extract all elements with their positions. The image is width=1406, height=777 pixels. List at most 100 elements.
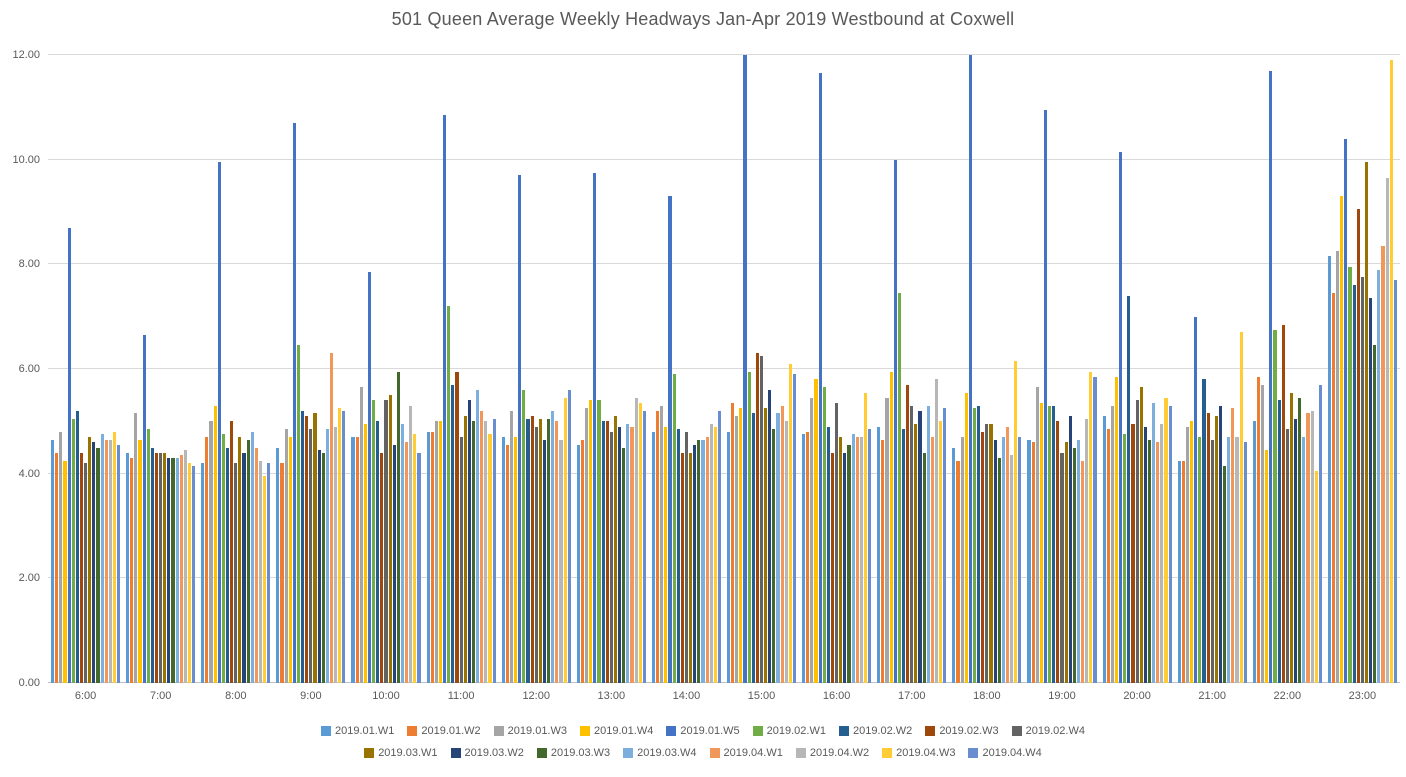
bar [522,389,526,683]
bar [1048,405,1052,683]
bar [863,392,868,683]
bar [985,423,989,683]
bar [1306,413,1310,683]
bar [868,429,872,683]
legend-swatch [580,726,590,736]
x-axis-label: 18:00 [973,690,1001,702]
bar [1027,439,1031,683]
bar [1076,439,1081,683]
x-axis-label: 22:00 [1273,690,1302,702]
bar [384,400,388,683]
bar [492,418,496,683]
bar [830,452,835,683]
bar [88,437,92,683]
bar [802,434,806,683]
bar [201,463,205,683]
bar [580,439,585,683]
legend-label: 2019.03.W1 [378,747,438,759]
legend-item: 2019.01.W2 [407,725,481,737]
bar [1194,316,1198,683]
bar [810,397,814,683]
bar [609,431,613,683]
bar [930,437,934,683]
y-axis-tick-label: 12.00 [12,49,40,61]
bar [154,452,159,683]
y-axis-tick-label: 4.00 [18,467,40,480]
bar [351,437,355,683]
bar [684,431,688,683]
bar [250,431,254,683]
bar [1389,60,1393,683]
bar [642,410,646,683]
bar [1289,392,1293,683]
legend-label: 2019.01.W1 [335,725,395,737]
bar [922,452,926,683]
bar [1210,439,1214,683]
legend-item: 2019.04.W1 [709,747,783,759]
bar [342,410,346,683]
bar [213,405,217,683]
bar [463,416,467,683]
legend-item: 2019.02.W3 [925,725,999,737]
bar [1064,442,1068,683]
bar [1218,405,1223,683]
bar [626,423,630,683]
bar-group [273,55,348,683]
legend-item: 2019.03.W1 [364,747,438,759]
bar [530,416,534,683]
x-axis-label: 23:00 [1348,690,1377,702]
bar [993,439,997,683]
bar [192,465,196,683]
bar [1056,421,1060,683]
x-axis-label: 9:00 [300,690,322,702]
legend-swatch [925,726,936,736]
y-axis-tick-label: 8.00 [18,258,40,271]
bar [943,408,947,683]
bar [276,447,280,683]
bar [254,447,258,683]
bar [1252,421,1256,683]
bar [301,410,305,683]
bar [743,55,747,683]
x-axis-label: 7:00 [149,690,172,702]
bar [605,421,609,683]
y-axis-tick-label: 2.00 [18,572,40,585]
bar [855,437,859,683]
bar [480,410,484,683]
bar [906,384,910,683]
bar [447,306,451,683]
legend-label: 2019.01.W4 [594,725,654,737]
bar [755,353,759,683]
bar [1285,429,1289,683]
legend-swatch [321,726,332,736]
gridline [48,682,1400,683]
bar [179,455,183,683]
bar [313,413,317,683]
bar [117,444,121,683]
bar-group [499,55,574,683]
bar [338,408,342,683]
legend-label: 2019.01.W5 [680,725,740,737]
x-axis-label: 14:00 [672,690,701,702]
x-axis-label: 17:00 [897,690,926,702]
legend-swatch [364,748,375,758]
bar-group [574,55,649,683]
bar [826,426,830,683]
legend-label: 2019.03.W4 [637,747,697,759]
legend-label: 2019.02.W2 [852,725,913,737]
bar [977,405,981,683]
bar [534,426,538,683]
bar [288,437,292,683]
legend-swatch [882,748,893,758]
bar [1273,329,1277,683]
legend-label: 2019.02.W1 [766,725,826,737]
bar [877,426,881,683]
bar [551,410,555,683]
bar [296,345,301,683]
y-axis-tick-label: 6.00 [18,363,40,375]
bar [1235,437,1239,683]
bar [396,371,400,683]
legend-item: 2019.02.W4 [1011,725,1085,737]
bar [1243,442,1247,683]
bar [1123,434,1127,683]
